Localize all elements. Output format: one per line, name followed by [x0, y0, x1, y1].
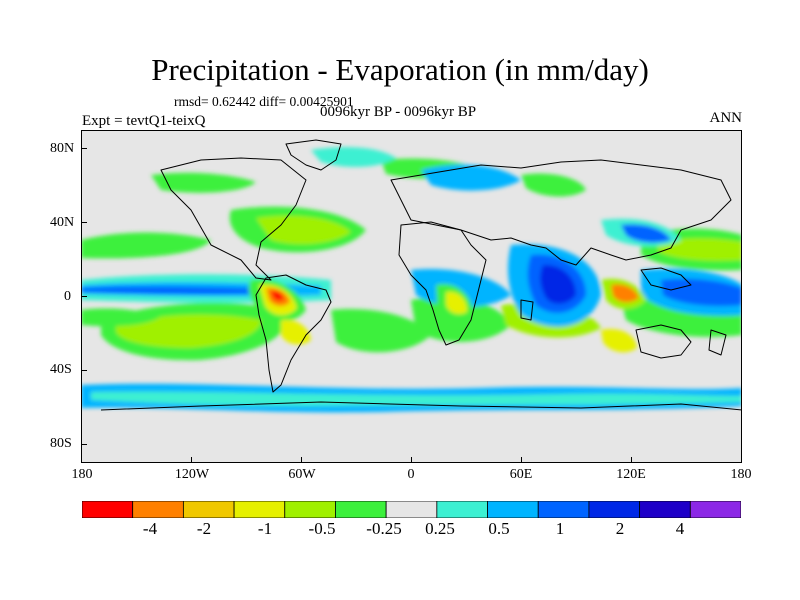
colorbar-label-1: -2 [196, 519, 212, 538]
colorbar-label-8: 2 [615, 519, 625, 538]
lon-label-120e: 120E [616, 467, 646, 482]
colorbar-box-4 [284, 501, 336, 518]
lat-label-0: 0 [64, 289, 71, 304]
colorbar-box-10 [588, 501, 641, 518]
colorbar-box-2 [182, 501, 235, 518]
colorbar-box-8 [487, 501, 539, 518]
lon-label-180e: 180 [730, 467, 752, 482]
colorbar [82, 501, 741, 518]
experiment-label: Expt = tevtQ1-teixQ [82, 113, 206, 129]
colorbar-label-6: 0.5 [488, 519, 510, 538]
plot-title: Precipitation - Evaporation (in mm/day) [151, 52, 649, 87]
colorbar-box-12 [689, 501, 741, 518]
colorbar-box-5 [335, 501, 387, 518]
colorbar-label-5: 0.25 [425, 519, 455, 538]
coastlines [100, 139, 742, 411]
colorbar-label-3: -0.5 [308, 519, 336, 538]
colorbar-label-9: 4 [675, 519, 685, 538]
colorbar-label-2: -1 [257, 519, 273, 538]
colorbar-label-4: -0.25 [366, 519, 402, 538]
season-label: ANN [709, 110, 743, 126]
lat-label-40s: 40S [50, 362, 72, 377]
colorbar-box-7 [436, 501, 488, 518]
colorbar-label-0: -4 [142, 519, 158, 538]
colorbar-box-3 [233, 501, 286, 518]
colorbar-box-1 [132, 501, 184, 518]
lon-label-60w: 60W [288, 467, 316, 482]
stats-text: rmsd= 0.62442 diff= 0.00425901 [174, 94, 354, 109]
lat-label-40n: 40N [50, 215, 75, 230]
lat-label-80s: 80S [50, 436, 72, 451]
colorbar-label-7: 1 [555, 519, 565, 538]
lon-label-60e: 60E [509, 467, 533, 482]
period-label: 0096kyr BP - 0096kyr BP [320, 104, 477, 120]
colorbar-box-0 [82, 501, 134, 518]
colorbar-box-6 [385, 501, 438, 518]
colorbar-box-9 [537, 501, 590, 518]
world-map [81, 130, 742, 463]
lon-label-180w: 180 [71, 467, 93, 482]
lat-label-80n: 80N [50, 141, 75, 156]
axis-ticks [81, 148, 632, 463]
lon-label-120w: 120W [174, 467, 210, 482]
lon-label-0: 0 [407, 467, 415, 482]
colorbar-box-11 [639, 501, 691, 518]
pe-field [81, 130, 742, 463]
